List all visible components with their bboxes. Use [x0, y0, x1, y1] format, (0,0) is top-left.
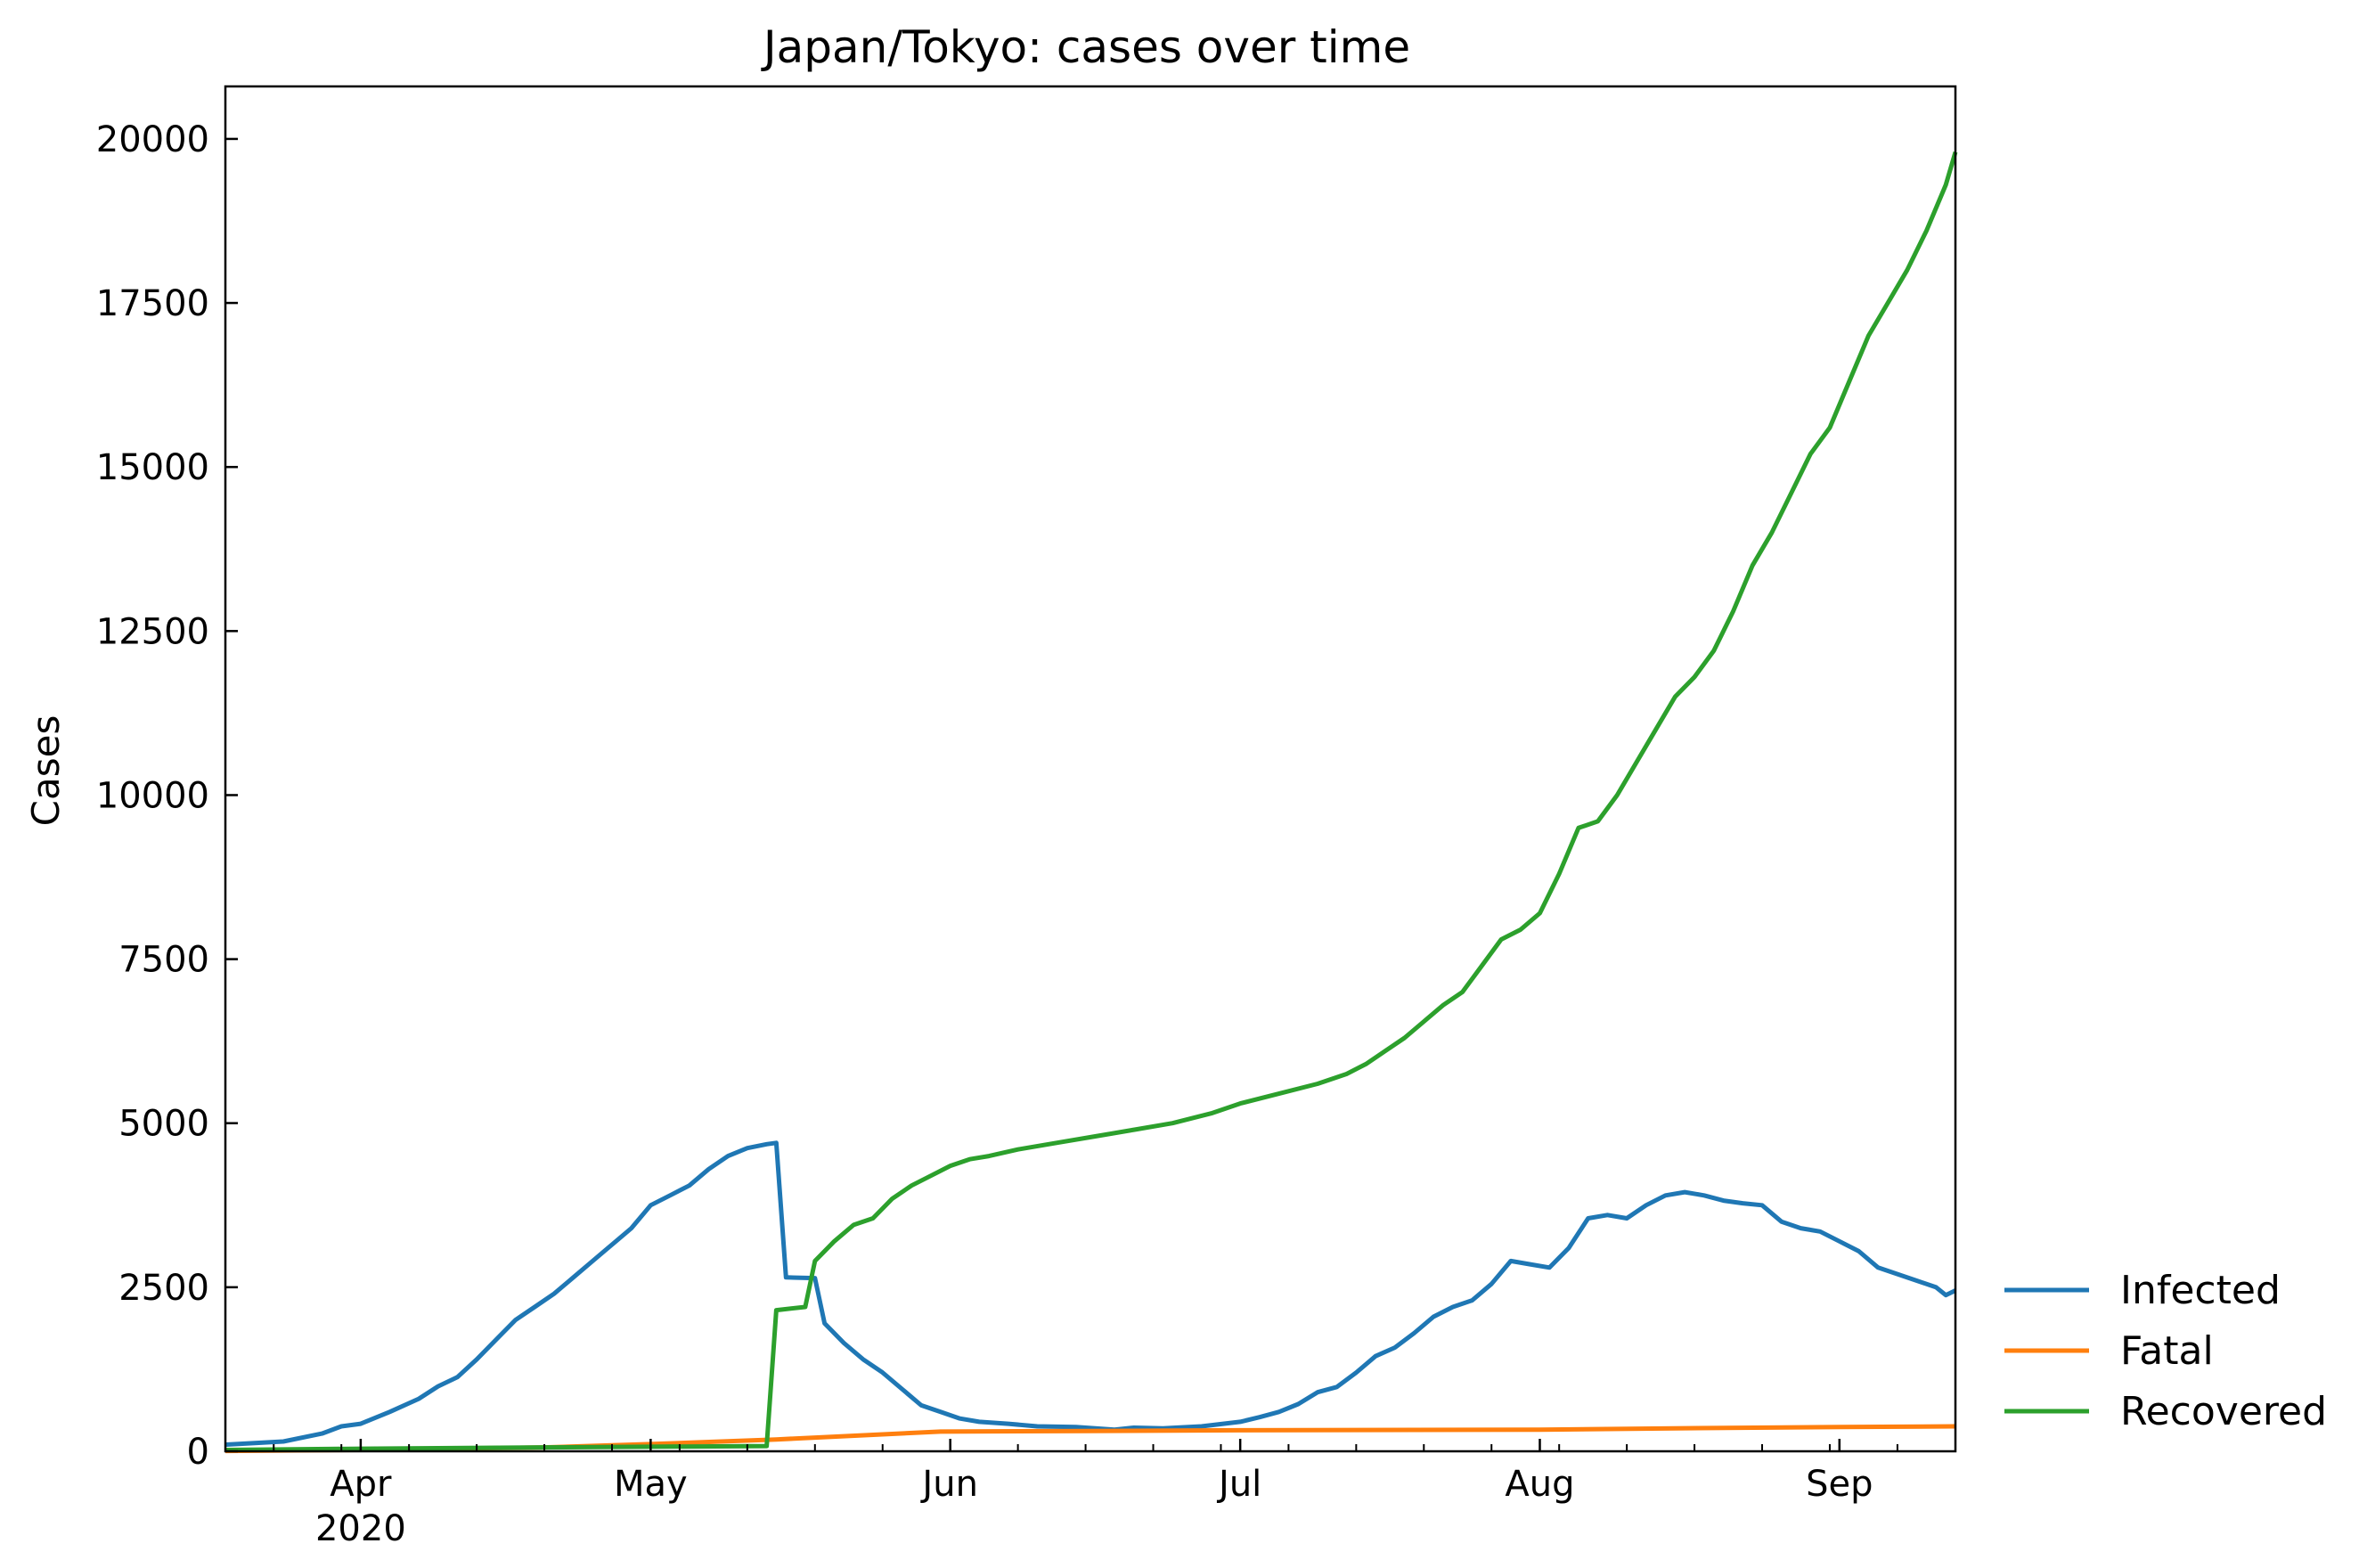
x-tick-label: Jun	[919, 1464, 978, 1505]
axes-frame	[224, 85, 1957, 1453]
y-tick-label: 10000	[96, 775, 209, 816]
x-tick-label: Jul	[1216, 1464, 1261, 1505]
y-tick-label: 5000	[118, 1104, 209, 1145]
legend-label-infected: Infected	[2120, 1268, 2281, 1313]
y-tick-label: 7500	[118, 940, 209, 981]
legend: Infected Fatal Recovered	[2004, 1268, 2327, 1434]
x-tick-label: May	[614, 1464, 688, 1505]
x-tick-label: Sep	[1806, 1464, 1873, 1505]
x-tick-sublabel: 2020	[315, 1508, 406, 1549]
series-line-recovered	[224, 151, 1958, 1452]
chart-title: Japan/Tokyo: cases over time	[761, 21, 1410, 73]
y-axis-label: Cases	[24, 715, 68, 827]
x-tick-label: Apr	[330, 1464, 392, 1505]
y-tick-label: 17500	[96, 283, 209, 324]
series-line-infected	[224, 1140, 1957, 1448]
plot-area: 0 2500 5000 7500 10000 12500 15000 17500 20000 Ap…	[96, 85, 1958, 1549]
y-tick-label: 0	[187, 1432, 209, 1473]
x-tick-label: Aug	[1505, 1464, 1574, 1505]
y-tick-label: 20000	[96, 119, 209, 160]
y-tick-label: 12500	[96, 611, 209, 652]
legend-label-fatal: Fatal	[2120, 1328, 2214, 1374]
y-tick-label: 2500	[118, 1268, 209, 1309]
legend-label-recovered: Recovered	[2120, 1389, 2327, 1434]
y-tick-label: 15000	[96, 447, 209, 488]
